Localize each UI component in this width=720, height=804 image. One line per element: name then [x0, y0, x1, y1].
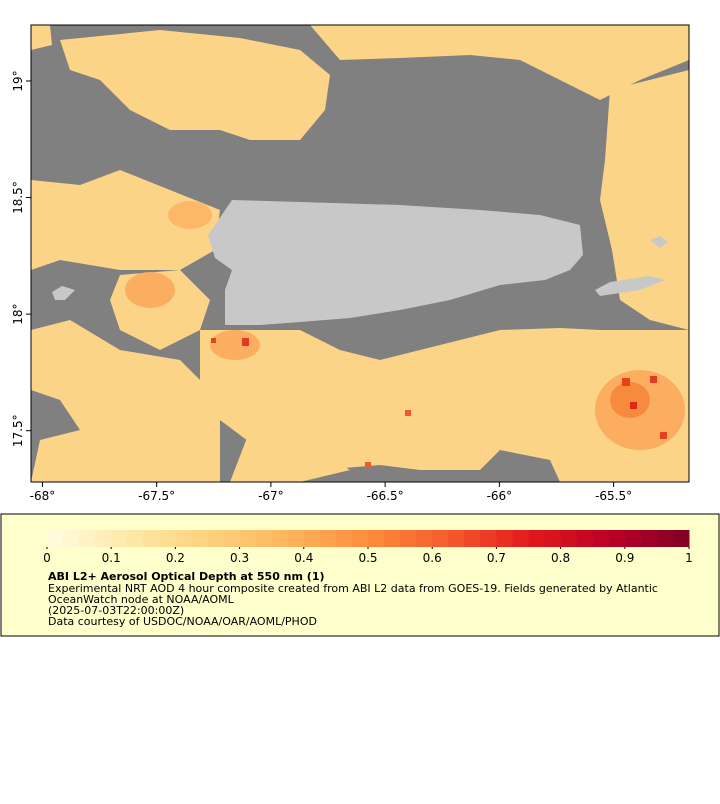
- colorbar-swatch: [432, 530, 449, 547]
- colorbar-swatch: [319, 530, 337, 547]
- colorbar-swatch: [624, 530, 642, 547]
- colorbar-swatch: [303, 530, 321, 547]
- colorbar-swatch: [560, 530, 578, 547]
- colorbar-swatch: [464, 530, 481, 547]
- colorbar-swatch: [448, 530, 465, 547]
- colorbar-swatch: [63, 530, 80, 547]
- colorbar-swatch: [512, 530, 529, 547]
- colorbar-swatch: [47, 530, 64, 547]
- x-tick-label: -66.5°: [367, 489, 404, 503]
- colorbar-swatch: [239, 530, 257, 547]
- colorbar-swatch: [207, 530, 225, 547]
- legend-line: (2025-07-03T22:00:00Z): [48, 604, 184, 617]
- colorbar-tick-label: 0.3: [230, 551, 249, 565]
- y-tick-label: 18.5°: [11, 181, 25, 214]
- colorbar-swatch: [496, 530, 513, 547]
- x-tick-label: -68°: [30, 489, 56, 503]
- colorbar-swatch: [640, 530, 658, 547]
- land: [52, 200, 668, 325]
- colorbar-tick-label: 0.5: [358, 551, 377, 565]
- colorbar-swatch: [143, 530, 160, 547]
- colorbar-swatch: [191, 530, 208, 547]
- x-tick-label: -65.5°: [595, 489, 632, 503]
- colorbar-tick-label: 0.4: [294, 551, 313, 565]
- colorbar-tick-label: 1: [685, 551, 693, 565]
- y-tick-label: 18°: [11, 303, 25, 324]
- colorbar-swatch: [111, 530, 128, 547]
- colorbar-swatch: [159, 530, 176, 547]
- colorbar-swatch: [672, 530, 690, 547]
- colorbar-swatch: [127, 530, 144, 547]
- y-tick-label: 19°: [11, 70, 25, 91]
- colorbar-tick-label: 0.2: [166, 551, 185, 565]
- x-tick-label: -66°: [487, 489, 513, 503]
- colorbar-tick-label: 0.8: [551, 551, 570, 565]
- colorbar-tick-label: 0.7: [487, 551, 506, 565]
- x-tick-label: -67°: [258, 489, 284, 503]
- aod-field: [31, 25, 689, 482]
- colorbar-swatch: [271, 530, 289, 547]
- colorbar-swatch: [287, 530, 305, 547]
- colorbar-swatch: [79, 530, 96, 547]
- colorbar-swatch: [544, 530, 562, 547]
- map-frame: [30, 24, 690, 483]
- colorbar-swatch: [576, 530, 594, 547]
- colorbar-swatch: [175, 530, 192, 547]
- colorbar-swatch: [95, 530, 112, 547]
- colorbar-swatch: [592, 530, 610, 547]
- colorbar-swatch: [384, 530, 401, 547]
- colorbar-swatch: [255, 530, 273, 547]
- colorbar-swatch: [223, 530, 241, 547]
- colorbar-swatch: [335, 530, 353, 547]
- colorbar-swatch: [656, 530, 674, 547]
- colorbar-swatch: [608, 530, 626, 547]
- legend-line: OceanWatch node at NOAA/AOML: [48, 593, 235, 606]
- colorbar-tick-label: 0.1: [102, 551, 121, 565]
- colorbar-swatch: [400, 530, 417, 547]
- colorbar-swatch: [480, 530, 497, 547]
- legend-title: ABI L2+ Aerosol Optical Depth at 550 nm …: [48, 570, 325, 583]
- y-tick-label: 17.5°: [11, 414, 25, 447]
- x-tick-label: -67.5°: [138, 489, 175, 503]
- map: [31, 25, 689, 482]
- colorbar-swatch: [368, 530, 385, 547]
- legend-line: Data courtesy of USDOC/NOAA/OAR/AOML/PHO…: [48, 615, 317, 628]
- colorbar-tick-label: 0: [43, 551, 51, 565]
- colorbar-swatch: [416, 530, 433, 547]
- legend-line: Experimental NRT AOD 4 hour composite cr…: [48, 582, 658, 595]
- aod-hotspots: [125, 201, 685, 468]
- colorbar-swatch: [528, 530, 546, 547]
- colorbar-tick-label: 0.9: [615, 551, 634, 565]
- colorbar-swatch: [351, 530, 369, 547]
- colorbar-tick-label: 0.6: [423, 551, 442, 565]
